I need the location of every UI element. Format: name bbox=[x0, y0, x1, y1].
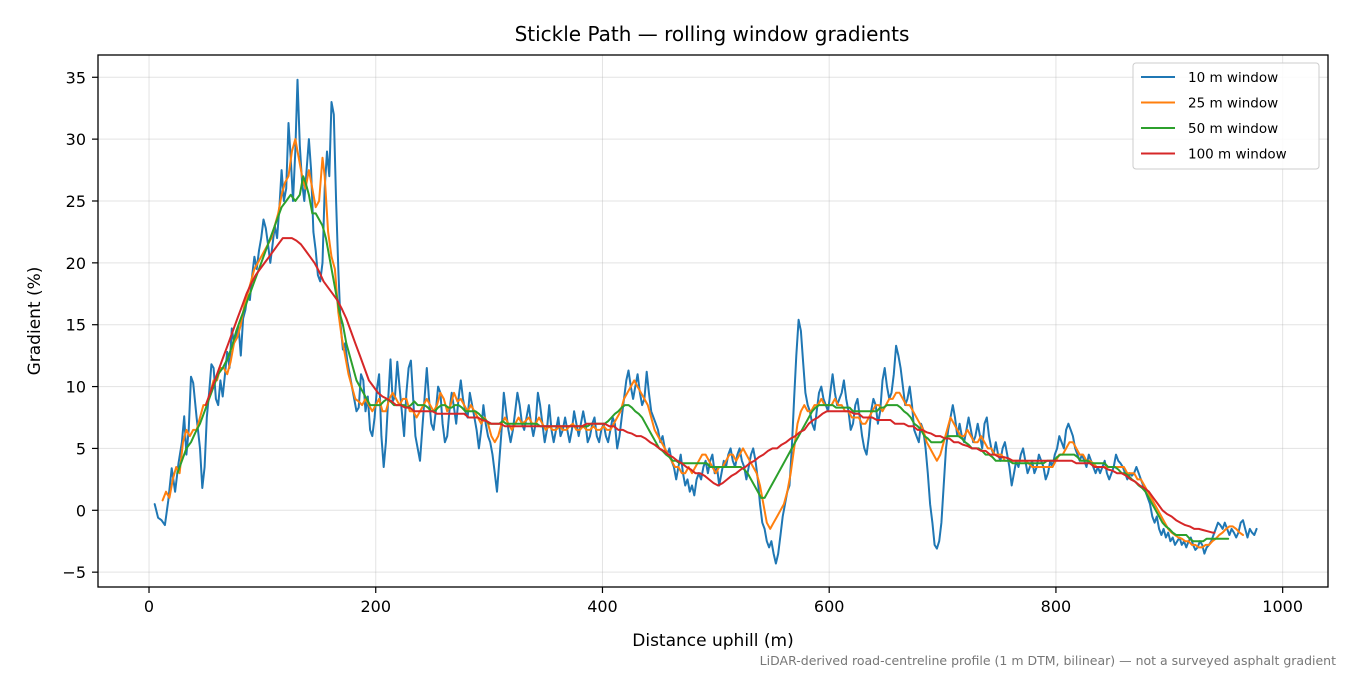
legend-label: 25 m window bbox=[1188, 96, 1278, 112]
y-tick-label: 15 bbox=[66, 316, 86, 335]
axis-ticks: 0 200 400 600 800 1000 −5 0 5 10 15 20 25 30 35 bbox=[62, 68, 1303, 616]
footnote: LiDAR-derived road-centreline profile (1… bbox=[760, 653, 1336, 668]
series-line-4 bbox=[204, 237, 1216, 534]
x-tick-label: 400 bbox=[587, 597, 618, 616]
x-axis-label: Distance uphill (m) bbox=[632, 631, 793, 651]
y-axis-label: Gradient (%) bbox=[25, 267, 45, 376]
legend: 10 m window 25 m window 50 m window 100 m w… bbox=[1132, 62, 1320, 170]
grid bbox=[98, 55, 1328, 587]
chart-title: Stickle Path — rolling window gradients bbox=[515, 22, 910, 46]
x-tick-label: 0 bbox=[144, 597, 154, 616]
series-line-3 bbox=[176, 175, 1230, 543]
x-tick-label: 600 bbox=[814, 597, 845, 616]
y-tick-label: −5 bbox=[62, 563, 86, 582]
y-tick-label: 5 bbox=[76, 439, 86, 458]
plot-area bbox=[153, 78, 1258, 565]
y-tick-label: 20 bbox=[66, 254, 86, 273]
legend-label: 10 m window bbox=[1188, 70, 1278, 86]
y-tick-label: 35 bbox=[66, 68, 86, 87]
legend-box bbox=[1132, 62, 1320, 170]
plot-frame bbox=[97, 54, 1329, 588]
x-tick-label: 200 bbox=[360, 597, 391, 616]
legend-label: 50 m window bbox=[1188, 121, 1278, 137]
legend-label: 100 m window bbox=[1188, 147, 1287, 163]
y-tick-label: 30 bbox=[66, 130, 86, 149]
x-tick-label: 1000 bbox=[1262, 597, 1303, 616]
y-tick-label: 10 bbox=[66, 378, 86, 397]
y-tick-label: 25 bbox=[66, 192, 86, 211]
x-tick-label: 800 bbox=[1041, 597, 1072, 616]
y-tick-label: 0 bbox=[76, 501, 86, 520]
